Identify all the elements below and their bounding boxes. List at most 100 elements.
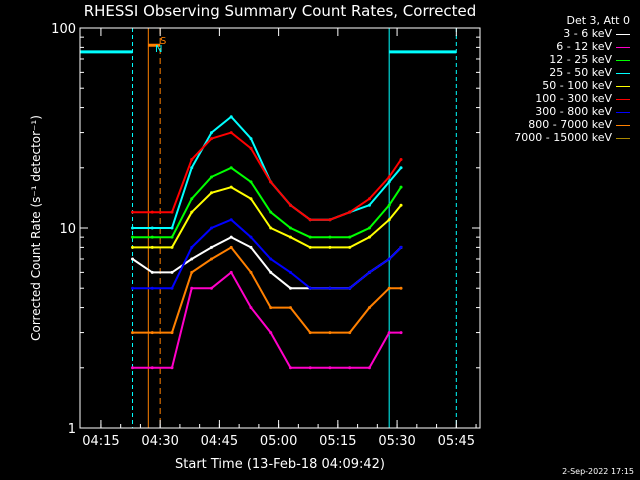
series-point-8 bbox=[269, 306, 273, 310]
series-point-2 bbox=[367, 366, 371, 370]
series-point-1 bbox=[170, 270, 174, 274]
series-point-5 bbox=[269, 226, 273, 230]
series-point-8 bbox=[348, 331, 352, 335]
series-point-1 bbox=[229, 235, 233, 239]
x-tick-label: 05:45 bbox=[438, 434, 475, 449]
legend-title-text: Det 3, Att 0 bbox=[566, 14, 631, 27]
series-point-8 bbox=[170, 331, 174, 335]
series-point-1 bbox=[150, 270, 154, 274]
series-point-4 bbox=[387, 180, 391, 184]
series-point-7 bbox=[170, 286, 174, 290]
series-point-6 bbox=[328, 218, 332, 222]
series-point-7 bbox=[249, 235, 253, 239]
series-point-4 bbox=[399, 166, 403, 170]
y-tick-label: 1 bbox=[68, 422, 76, 437]
series-point-2 bbox=[170, 366, 174, 370]
series-point-6 bbox=[229, 131, 233, 135]
series-point-6 bbox=[288, 203, 292, 207]
series-point-7 bbox=[399, 245, 403, 249]
legend-entry-label: 300 - 800 keV bbox=[535, 105, 612, 118]
series-point-6 bbox=[367, 197, 371, 201]
legend-entry: 3 - 6 keV bbox=[563, 27, 630, 40]
series-point-3 bbox=[348, 235, 352, 239]
annotation-s: S bbox=[160, 36, 166, 47]
series-point-4 bbox=[170, 226, 174, 230]
series-point-5 bbox=[190, 210, 194, 214]
series-point-3 bbox=[150, 235, 154, 239]
series-point-3 bbox=[131, 235, 135, 239]
series-point-3 bbox=[308, 235, 312, 239]
series-point-4 bbox=[150, 226, 154, 230]
series-line-7 bbox=[132, 218, 402, 290]
annotation-n: N bbox=[155, 44, 162, 55]
legend-entry: 12 - 25 keV bbox=[549, 53, 630, 66]
series-point-7 bbox=[190, 245, 194, 249]
series-point-6 bbox=[150, 210, 154, 214]
series-point-3 bbox=[367, 226, 371, 230]
series-point-8 bbox=[249, 270, 253, 274]
legend-entry: 6 - 12 keV bbox=[556, 40, 630, 53]
axes-group: 04:15 04:30 04:45 05:00 05:15 05:30 05:45 1 10 10… bbox=[51, 22, 480, 449]
legend-entry: 100 - 300 keV bbox=[535, 92, 630, 105]
series-point-7 bbox=[131, 286, 135, 290]
series-point-2 bbox=[288, 366, 292, 370]
legend-entry-label: 6 - 12 keV bbox=[556, 40, 612, 53]
series-point-5 bbox=[387, 218, 391, 222]
series-point-3 bbox=[387, 203, 391, 207]
x-tick-label: 05:30 bbox=[378, 434, 415, 449]
series-point-3 bbox=[170, 235, 174, 239]
series-point-8 bbox=[150, 331, 154, 335]
series-point-4 bbox=[229, 115, 233, 119]
series-point-3 bbox=[328, 235, 332, 239]
series-point-5 bbox=[367, 235, 371, 239]
series-point-7 bbox=[288, 270, 292, 274]
series-point-4 bbox=[131, 226, 135, 230]
series-point-7 bbox=[150, 286, 154, 290]
series-point-4 bbox=[249, 137, 253, 141]
legend-entry: 50 - 100 keV bbox=[542, 79, 630, 92]
series-point-2 bbox=[308, 366, 312, 370]
series-point-3 bbox=[190, 197, 194, 201]
legend-swatch bbox=[616, 111, 630, 113]
chart-title: RHESSI Observing Summary Count Rates, Co… bbox=[84, 2, 477, 20]
y-axis-label: Corrected Count Rate (s⁻¹ detector⁻¹) bbox=[29, 115, 43, 341]
series-line-8 bbox=[132, 246, 401, 334]
legend-entry: 300 - 800 keV bbox=[535, 105, 630, 118]
series-point-2 bbox=[190, 286, 194, 290]
series-point-2 bbox=[348, 366, 352, 370]
legend-entry-label: 12 - 25 keV bbox=[549, 53, 612, 66]
legend-swatch bbox=[616, 46, 630, 48]
series-point-7 bbox=[367, 270, 371, 274]
legend-title: Det 3, Att 0 bbox=[567, 14, 631, 27]
series-point-8 bbox=[308, 331, 312, 335]
legend-entry: 7000 - 15000 keV bbox=[514, 131, 630, 144]
legend-swatch bbox=[616, 72, 630, 74]
series-point-8 bbox=[209, 257, 213, 261]
series-point-8 bbox=[367, 306, 371, 310]
series-point-5 bbox=[249, 197, 253, 201]
series-point-7 bbox=[328, 286, 332, 290]
series-point-6 bbox=[269, 180, 273, 184]
series-point-1 bbox=[131, 257, 135, 261]
series-point-6 bbox=[209, 137, 213, 141]
legend-swatch bbox=[616, 59, 630, 61]
series-point-1 bbox=[288, 286, 292, 290]
series-point-5 bbox=[308, 245, 312, 249]
legend-entry: 800 - 7000 keV bbox=[528, 118, 630, 131]
series-point-3 bbox=[399, 185, 403, 189]
series-point-1 bbox=[209, 245, 213, 249]
x-tick-label: 05:00 bbox=[260, 434, 297, 449]
series-point-3 bbox=[288, 226, 292, 230]
series-point-5 bbox=[288, 235, 292, 239]
y-tick-label: 100 bbox=[51, 22, 76, 37]
series-point-6 bbox=[387, 175, 391, 179]
series-point-1 bbox=[190, 257, 194, 261]
series-point-1 bbox=[249, 245, 253, 249]
series-point-6 bbox=[399, 158, 403, 162]
legend-entry: 25 - 50 keV bbox=[549, 66, 630, 79]
y-tick-label: 10 bbox=[59, 222, 76, 237]
series-point-6 bbox=[249, 146, 253, 150]
series-point-7 bbox=[348, 286, 352, 290]
series-point-2 bbox=[328, 366, 332, 370]
legend-entry-label: 7000 - 15000 keV bbox=[514, 131, 612, 144]
